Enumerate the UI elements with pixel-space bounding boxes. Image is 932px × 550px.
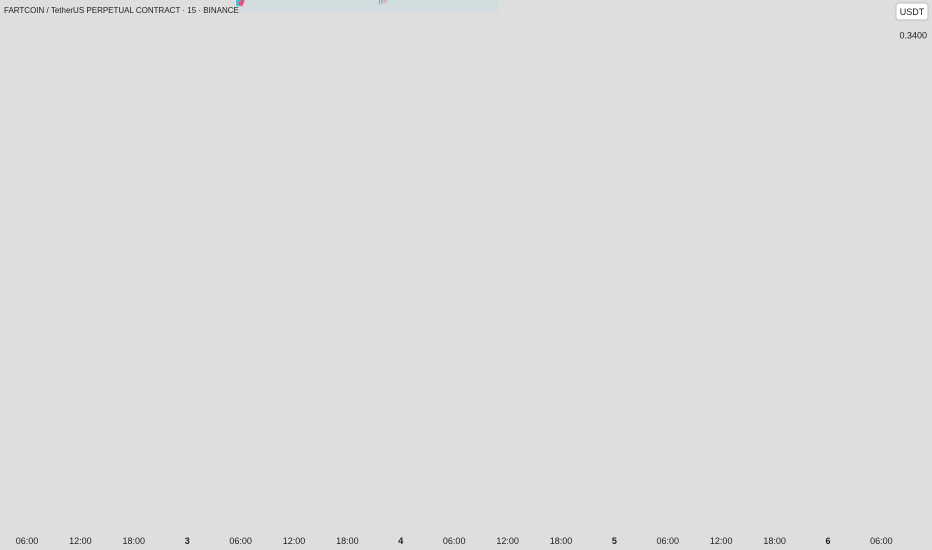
x-tick-label: 4 (398, 536, 403, 546)
y-tick-label: 0.3400 (899, 31, 927, 41)
x-tick-label: 18:00 (336, 536, 359, 546)
candle (378, 0, 381, 5)
x-tick-label: 06:00 (16, 536, 39, 546)
x-tick-label: 5 (612, 536, 617, 546)
currency-button-label[interactable]: USDT (900, 7, 925, 17)
currency-button[interactable]: USDT (895, 2, 929, 21)
currency-button-frame[interactable] (895, 2, 929, 21)
profile-bar-up (236, 0, 241, 2)
x-tick-label: 06:00 (657, 536, 680, 546)
profile-bar-up (236, 3, 240, 6)
x-tick-label: 06:00 (443, 536, 466, 546)
x-tick-label: 18:00 (123, 536, 146, 546)
x-tick-label: 12:00 (496, 536, 519, 546)
profile-box-2 (236, 0, 499, 12)
time-axis[interactable]: 06:00 12:00 18:00 3 06:00 12:00 18:00 4 06:00 12:… (16, 536, 893, 546)
x-tick-label: 3 (185, 536, 190, 546)
x-tick-label: 06:00 (229, 536, 252, 546)
x-tick-label: 18:00 (763, 536, 786, 546)
profile-bar-up (236, 1, 239, 4)
candlesticks (378, 0, 387, 5)
x-tick-label: 18:00 (550, 536, 573, 546)
x-tick-label: 6 (825, 536, 830, 546)
x-tick-label: 06:00 (870, 536, 893, 546)
candle (385, 0, 387, 2)
profile-bar-down (239, 3, 243, 6)
chart-title: FARTCOIN / TetherUS PERPETUAL CONTRACT ·… (4, 6, 239, 15)
candle (381, 0, 383, 4)
profile-bar-down (238, 1, 244, 4)
profile-bar-down (240, 0, 245, 2)
candle (383, 0, 385, 3)
x-tick-label: 12:00 (283, 536, 306, 546)
volume-profiles (236, 0, 499, 12)
x-tick-label: 12:00 (69, 536, 92, 546)
x-tick-label: 12:00 (710, 536, 733, 546)
